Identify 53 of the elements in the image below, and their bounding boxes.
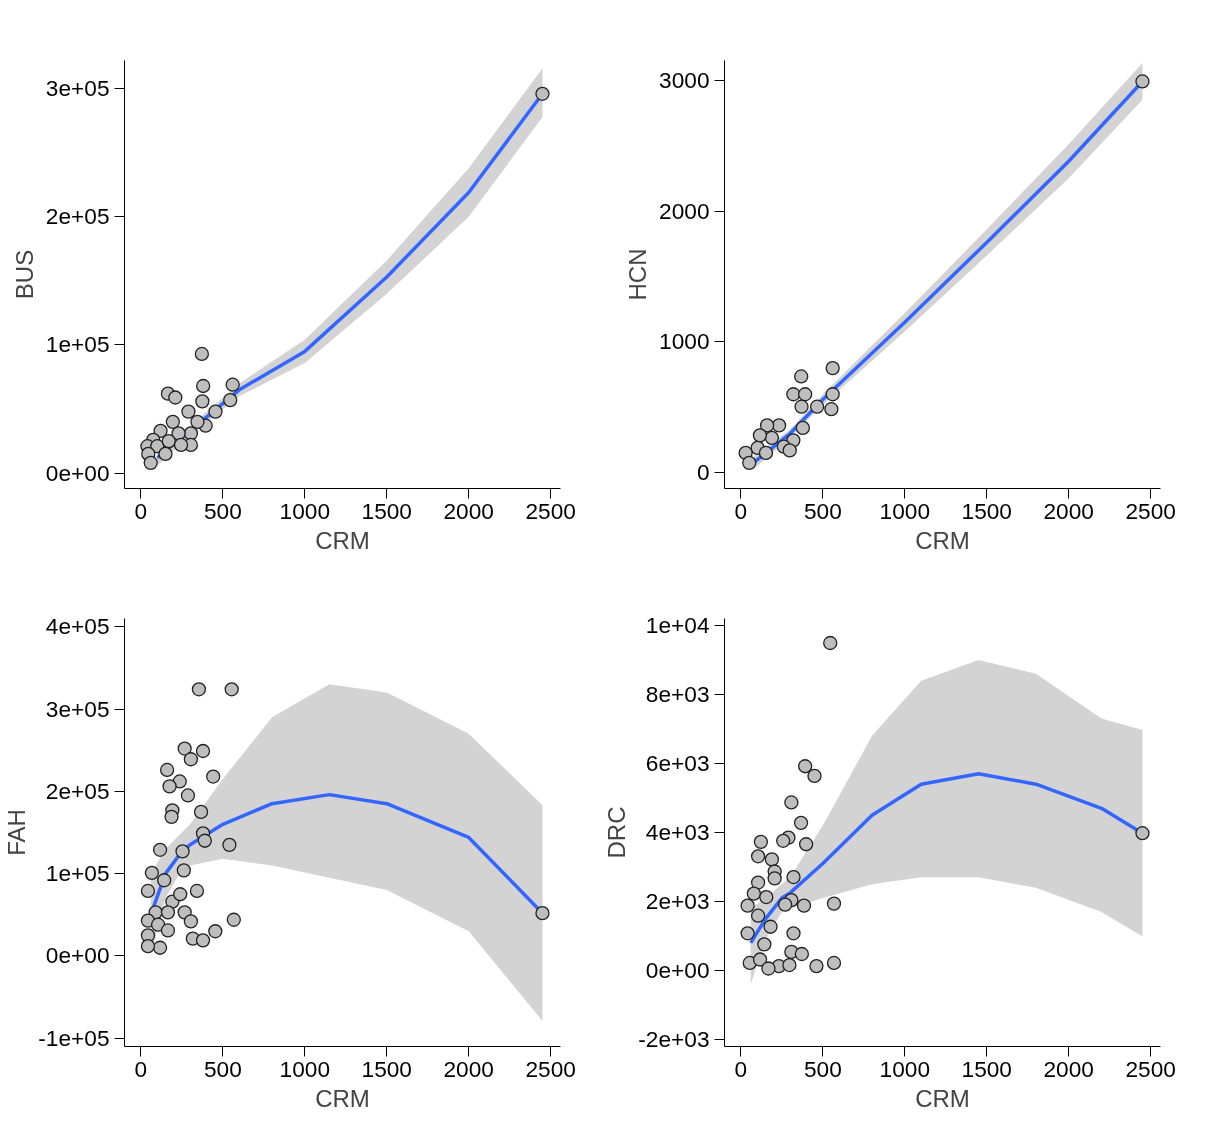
- x-axis-title: CRM: [315, 1084, 370, 1112]
- x-tick-label: 1000: [879, 1055, 931, 1082]
- x-axis-title: CRM: [915, 1084, 970, 1112]
- x-tick-label: 500: [803, 1055, 842, 1082]
- y-tick-label: -2e+03: [638, 1026, 710, 1053]
- x-tick-label: 2000: [443, 1055, 494, 1082]
- y-tick-label: 1e+05: [45, 860, 110, 887]
- x-tick-label: 2000: [1043, 1055, 1094, 1082]
- y-tick-label: 2e+05: [45, 777, 110, 804]
- y-tick-label: 0e+00: [45, 942, 110, 969]
- y-tick-label: 3e+05: [45, 75, 110, 102]
- y-tick-label: 1000: [659, 328, 710, 355]
- y-tick-label: 6e+03: [645, 749, 710, 776]
- y-tick-label: -1e+05: [38, 1024, 110, 1051]
- x-tick-label: 2500: [525, 497, 576, 524]
- y-tick-label: 4e+05: [45, 613, 110, 640]
- y-tick-label: 2e+03: [645, 888, 710, 915]
- x-tick-label: 2500: [525, 1055, 576, 1082]
- y-tick-label: 3000: [659, 66, 710, 93]
- x-tick-label: 2000: [1043, 497, 1094, 524]
- y-tick-label: 3e+05: [45, 695, 110, 722]
- x-tick-label: 1000: [279, 1055, 331, 1082]
- y-tick-label: 1e+04: [645, 611, 710, 638]
- y-tick-label: 0e+00: [645, 957, 710, 984]
- y-axis-title: DRC: [603, 806, 631, 859]
- x-tick-label: 1000: [879, 497, 931, 524]
- x-tick-label: 0: [134, 1055, 148, 1082]
- y-axis-title: FAH: [3, 809, 31, 856]
- y-tick-label: 2000: [659, 197, 710, 224]
- x-tick-label: 0: [734, 497, 748, 524]
- y-axis-title: HCN: [624, 248, 652, 301]
- y-tick-label: 0: [696, 459, 710, 486]
- y-tick-label: 0e+00: [45, 459, 110, 486]
- x-tick-label: 500: [803, 497, 842, 524]
- x-axis-title: CRM: [915, 526, 970, 554]
- x-tick-label: 2500: [1125, 1055, 1176, 1082]
- x-axis-title: CRM: [315, 526, 370, 554]
- x-tick-label: 500: [203, 1055, 242, 1082]
- x-tick-label: 2000: [443, 497, 494, 524]
- y-tick-label: 1e+05: [45, 331, 110, 358]
- x-tick-label: 0: [134, 497, 148, 524]
- x-tick-label: 1500: [361, 497, 412, 524]
- y-tick-label: 4e+03: [645, 819, 710, 845]
- x-tick-label: 1500: [961, 1055, 1012, 1082]
- x-tick-label: 0: [734, 1055, 748, 1082]
- x-tick-label: 1500: [961, 497, 1012, 524]
- x-tick-label: 1000: [279, 497, 331, 524]
- x-tick-label: 500: [203, 497, 242, 524]
- y-tick-label: 8e+03: [645, 680, 710, 707]
- y-tick-label: 2e+05: [45, 203, 110, 230]
- y-axis-title: BUS: [10, 249, 38, 300]
- x-tick-label: 2500: [1125, 497, 1176, 524]
- x-tick-label: 1500: [361, 1055, 412, 1082]
